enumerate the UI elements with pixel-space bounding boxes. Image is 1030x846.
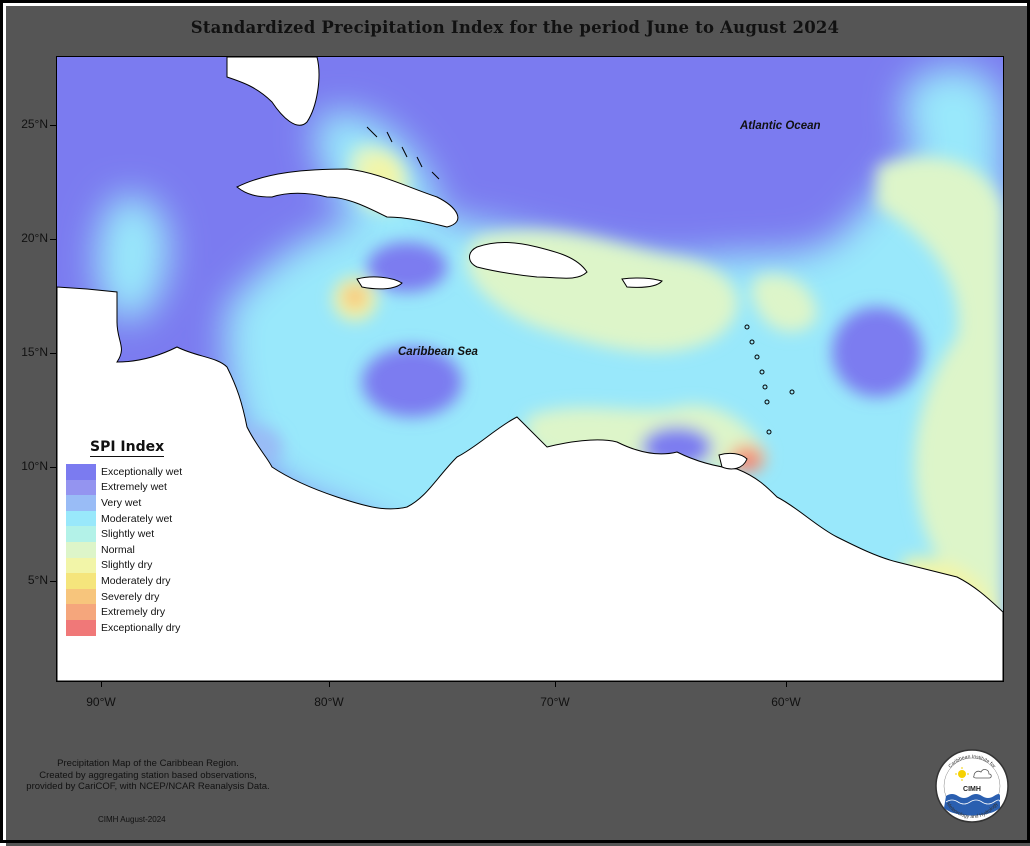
legend-title: SPI Index xyxy=(90,439,165,457)
y-tick-mark xyxy=(50,353,56,354)
x-tick-mark xyxy=(555,681,556,687)
legend-label: Extremely wet xyxy=(101,481,167,494)
legend-item: Exceptionally wet xyxy=(66,464,182,480)
legend-label: Extremely dry xyxy=(101,606,166,619)
y-tick-label: 20°N xyxy=(21,231,48,245)
legend-label: Moderately dry xyxy=(101,574,171,587)
legend-swatch xyxy=(66,464,96,480)
legend-item: Slightly dry xyxy=(66,557,182,574)
legend-item: Very wet xyxy=(66,495,182,511)
credit-line-3: provided by CariCOF, with NCEP/NCAR Rean… xyxy=(26,781,270,792)
legend-item: Extremely wet xyxy=(66,479,182,496)
cimh-logo: CIMH Caribbean Institute for Meteorology… xyxy=(935,749,1009,823)
x-tick-label: 90°W xyxy=(86,695,116,709)
legend-swatch xyxy=(66,510,96,527)
legend-swatch xyxy=(66,588,96,605)
legend-item: Exceptionally dry xyxy=(66,619,182,636)
legend-swatch xyxy=(66,526,96,542)
credit-text: Precipitation Map of the Caribbean Regio… xyxy=(8,758,288,793)
legend-label: Moderately wet xyxy=(101,512,173,525)
caribbean-sea-label: Caribbean Sea xyxy=(398,346,478,358)
spi-map-canvas xyxy=(57,57,1003,681)
x-tick-label: 70°W xyxy=(540,695,570,709)
legend-item: Moderately wet xyxy=(66,510,182,527)
legend-label: Very wet xyxy=(101,496,142,509)
legend-item: Moderately dry xyxy=(66,573,182,589)
legend-label: Slightly dry xyxy=(101,559,153,572)
legend-swatch xyxy=(66,619,96,636)
y-tick-label: 25°N xyxy=(21,117,48,131)
legend-label: Normal xyxy=(101,543,135,556)
credit-line-1: Precipitation Map of the Caribbean Regio… xyxy=(57,758,239,769)
legend-label: Severely dry xyxy=(101,590,160,603)
y-tick-mark xyxy=(50,239,56,240)
legend-item: Severely dry xyxy=(66,588,182,605)
legend-swatch xyxy=(66,495,96,511)
x-tick-mark xyxy=(101,681,102,687)
logo-name: CIMH xyxy=(963,786,981,793)
y-tick-mark xyxy=(50,581,56,582)
legend-swatch xyxy=(66,604,96,620)
legend-item: Normal xyxy=(66,541,182,558)
x-tick-label: 60°W xyxy=(771,695,801,709)
legend-label: Slightly wet xyxy=(101,528,155,541)
x-tick-label: 80°W xyxy=(314,695,344,709)
spi-map xyxy=(56,56,1004,682)
y-tick-mark xyxy=(50,467,56,468)
x-tick-mark xyxy=(329,681,330,687)
atlantic-ocean-label: Atlantic Ocean xyxy=(740,120,821,132)
y-tick-label: 15°N xyxy=(21,345,48,359)
legend-item: Extremely dry xyxy=(66,604,182,620)
legend-label: Exceptionally dry xyxy=(101,621,181,634)
legend-label: Exceptionally wet xyxy=(101,465,183,478)
legend-item: Slightly wet xyxy=(66,526,182,542)
credit-date: CIMH August-2024 xyxy=(98,815,166,824)
legend-swatch xyxy=(66,557,96,574)
legend-swatch xyxy=(66,541,96,558)
y-tick-label: 10°N xyxy=(21,459,48,473)
y-tick-label: 5°N xyxy=(27,573,48,587)
y-tick-mark xyxy=(50,125,56,126)
spi-legend: SPI Index Exceptionally wet Extremely wet… xyxy=(66,438,182,636)
credit-line-2: Created by aggregating station based obs… xyxy=(39,769,257,781)
map-title: Standardized Precipitation Index for the… xyxy=(190,18,840,37)
legend-swatch xyxy=(66,573,96,589)
legend-swatch xyxy=(66,479,96,496)
x-tick-mark xyxy=(786,681,787,687)
